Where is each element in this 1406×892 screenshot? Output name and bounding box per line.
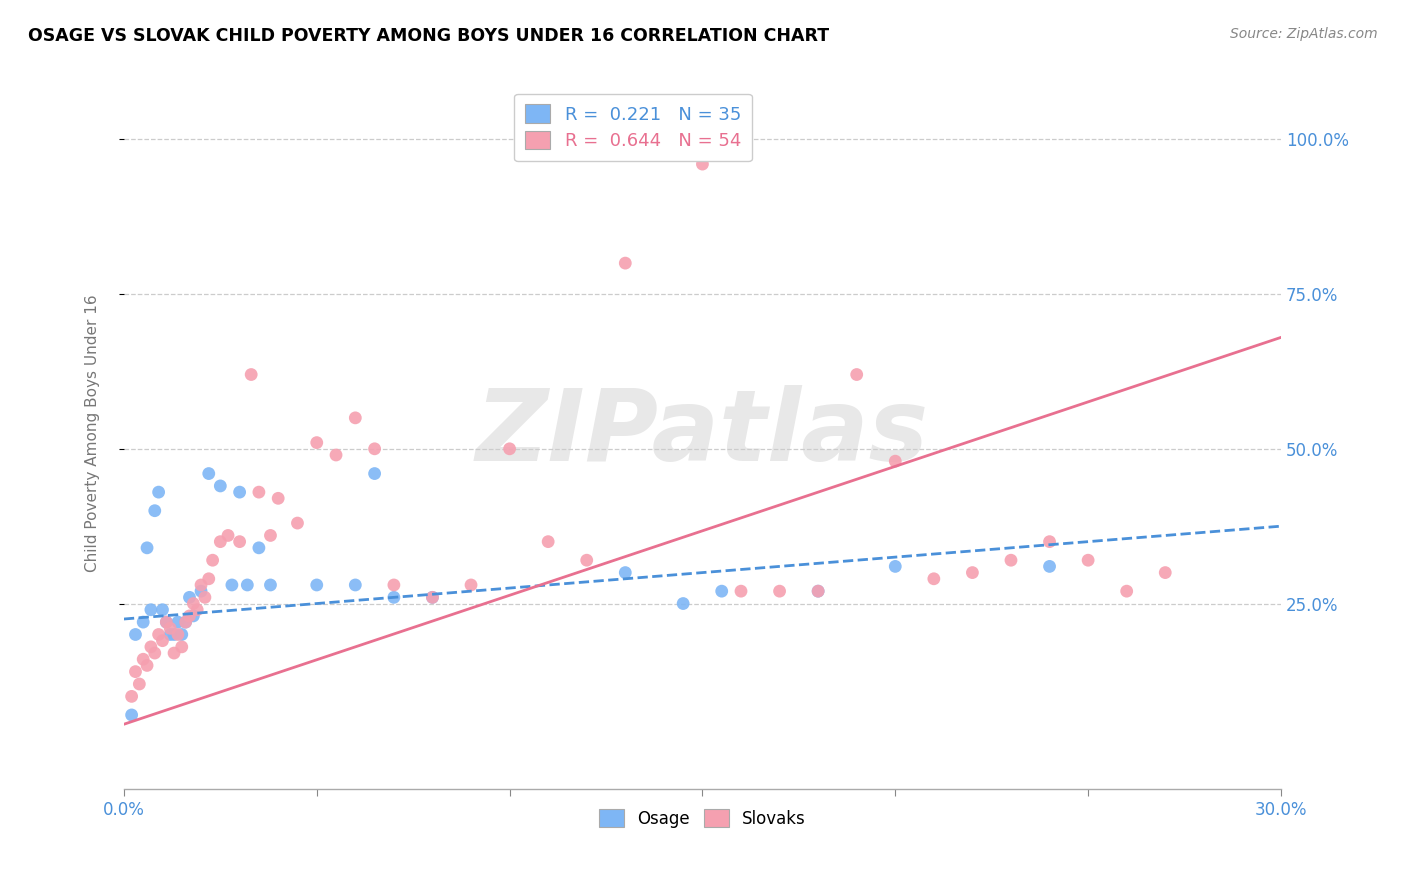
Point [167, 627, 190, 641]
Point [1115, 584, 1137, 599]
Point [672, 597, 695, 611]
Point [124, 665, 146, 679]
Y-axis label: Child Poverty Among Boys Under 16: Child Poverty Among Boys Under 16 [86, 294, 100, 572]
Point [382, 578, 405, 592]
Point [422, 591, 444, 605]
Point [132, 652, 155, 666]
Point [136, 541, 159, 555]
Point [167, 615, 190, 629]
Point [363, 442, 385, 456]
Point [148, 485, 170, 500]
Point [259, 578, 281, 592]
Point [344, 578, 367, 592]
Point [209, 534, 232, 549]
Point [768, 584, 790, 599]
Point [1154, 566, 1177, 580]
Point [575, 553, 598, 567]
Point [170, 640, 193, 654]
Point [498, 442, 520, 456]
Point [221, 578, 243, 592]
Point [179, 591, 201, 605]
Point [183, 597, 205, 611]
Point [136, 658, 159, 673]
Point [228, 485, 250, 500]
Point [1038, 559, 1060, 574]
Point [267, 491, 290, 506]
Point [179, 608, 201, 623]
Point [183, 608, 205, 623]
Point [155, 615, 177, 629]
Point [228, 534, 250, 549]
Point [305, 435, 328, 450]
Point [325, 448, 347, 462]
Point [209, 479, 232, 493]
Point [730, 584, 752, 599]
Point [148, 627, 170, 641]
Point [139, 603, 162, 617]
Point [240, 368, 263, 382]
Point [460, 578, 482, 592]
Point [363, 467, 385, 481]
Point [143, 504, 166, 518]
Text: Source: ZipAtlas.com: Source: ZipAtlas.com [1230, 27, 1378, 41]
Point [614, 256, 637, 270]
Point [152, 633, 174, 648]
Point [807, 584, 830, 599]
Point [132, 615, 155, 629]
Point [163, 627, 186, 641]
Point [190, 578, 212, 592]
Point [710, 584, 733, 599]
Legend: Osage, Slovaks: Osage, Slovaks [592, 803, 813, 834]
Point [962, 566, 984, 580]
Point [186, 603, 208, 617]
Point [197, 572, 219, 586]
Point [344, 410, 367, 425]
Point [121, 708, 143, 723]
Point [305, 578, 328, 592]
Point [884, 559, 907, 574]
Point [1077, 553, 1099, 567]
Point [128, 677, 150, 691]
Point [152, 603, 174, 617]
Point [614, 566, 637, 580]
Point [159, 627, 181, 641]
Point [194, 591, 217, 605]
Point [287, 516, 309, 530]
Point [382, 591, 405, 605]
Point [217, 528, 239, 542]
Point [174, 615, 197, 629]
Text: ZIPatlas: ZIPatlas [475, 384, 929, 482]
Point [692, 157, 714, 171]
Point [143, 646, 166, 660]
Point [845, 368, 868, 382]
Point [247, 541, 270, 555]
Point [124, 627, 146, 641]
Point [236, 578, 259, 592]
Point [190, 584, 212, 599]
Point [1038, 534, 1060, 549]
Point [247, 485, 270, 500]
Point [807, 584, 830, 599]
Point [121, 690, 143, 704]
Point [197, 467, 219, 481]
Point [163, 646, 186, 660]
Point [159, 621, 181, 635]
Point [259, 528, 281, 542]
Point [884, 454, 907, 468]
Point [174, 615, 197, 629]
Point [922, 572, 945, 586]
Point [1000, 553, 1022, 567]
Point [422, 591, 444, 605]
Point [155, 615, 177, 629]
Point [139, 640, 162, 654]
Point [170, 627, 193, 641]
Point [537, 534, 560, 549]
Text: OSAGE VS SLOVAK CHILD POVERTY AMONG BOYS UNDER 16 CORRELATION CHART: OSAGE VS SLOVAK CHILD POVERTY AMONG BOYS… [28, 27, 830, 45]
Point [201, 553, 224, 567]
